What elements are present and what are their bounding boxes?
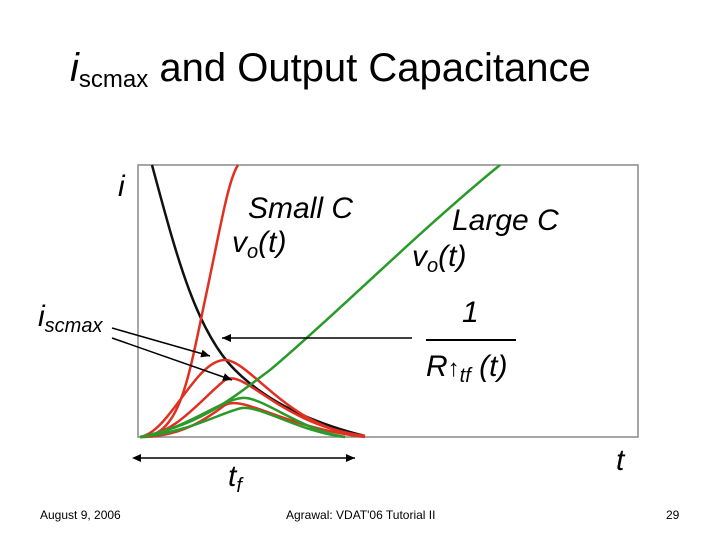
- y-axis-label: i: [118, 170, 125, 203]
- fraction-numerator: 1: [462, 296, 479, 329]
- tf-label: tf: [228, 460, 242, 497]
- x-axis-label: t: [616, 444, 625, 477]
- footer-page-number: 29: [666, 508, 680, 522]
- slide-title: iscmax and Output Capacitance: [70, 44, 591, 104]
- large-c-current-curve-1: [139, 396, 346, 439]
- small-c-label: Small C: [248, 192, 354, 225]
- large-c-current-curve-2: [139, 406, 346, 439]
- footer-source: Agrawal: VDAT'06 Tutorial II: [286, 508, 436, 522]
- large-c-label: Large C: [452, 204, 559, 237]
- large-c-voltage-curve: [139, 164, 501, 439]
- iscmax-arrow-2: [111, 337, 233, 381]
- iscmax-label: iscmax: [38, 300, 103, 337]
- iscmax-arrow-1: [111, 327, 211, 358]
- title-rest: and Output Capacitance: [159, 46, 591, 90]
- title-sub: scmax: [78, 66, 149, 93]
- title-var: i: [70, 46, 79, 90]
- small-c-voltage-curve: [139, 164, 240, 439]
- footer-date: August 9, 2006: [40, 508, 121, 522]
- large-c-voltage-label: vo(t): [412, 240, 467, 277]
- small-c-voltage-label: vo(t): [232, 226, 287, 263]
- fraction-denominator: R↑tf (t): [426, 350, 508, 387]
- plot-frame: [137, 164, 639, 438]
- small-c-current-curve-1: [139, 358, 366, 439]
